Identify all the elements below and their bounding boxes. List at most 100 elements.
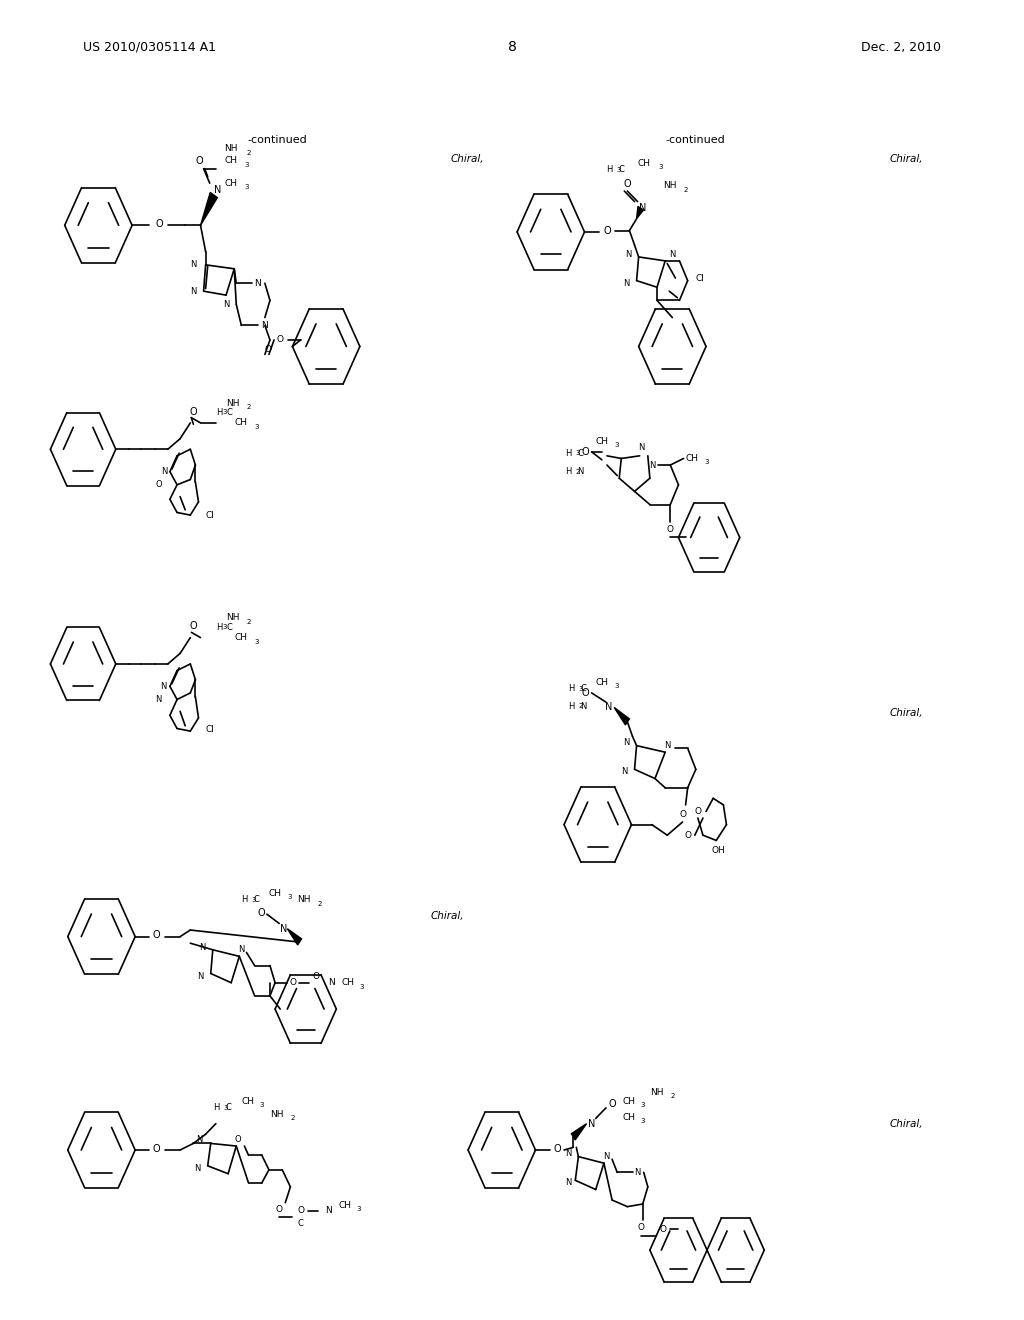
Text: CH: CH [686, 454, 698, 463]
Text: 2: 2 [247, 150, 251, 156]
Text: N: N [280, 924, 287, 933]
Text: H: H [213, 1104, 219, 1113]
Text: Chiral,: Chiral, [890, 1118, 924, 1129]
Text: N: N [639, 444, 645, 453]
Text: O: O [624, 180, 631, 190]
Text: 3: 3 [223, 1105, 227, 1111]
Text: 3: 3 [222, 624, 226, 630]
Text: N: N [603, 1152, 609, 1162]
Text: H: H [242, 895, 248, 904]
Text: N: N [198, 972, 204, 981]
Text: N: N [669, 249, 676, 259]
Text: 2: 2 [247, 404, 251, 411]
Text: O: O [637, 1224, 644, 1233]
Polygon shape [614, 708, 630, 725]
Text: O: O [684, 830, 691, 840]
Text: CH: CH [596, 437, 608, 446]
Text: Chiral,: Chiral, [451, 154, 484, 165]
Text: Chiral,: Chiral, [890, 154, 924, 165]
Text: H: H [216, 408, 222, 417]
Text: -continued: -continued [247, 135, 307, 145]
Text: N: N [588, 1118, 595, 1129]
Text: O: O [553, 1143, 561, 1154]
Text: O: O [608, 1100, 615, 1109]
Text: C: C [618, 165, 625, 174]
Text: N: N [624, 738, 630, 747]
Text: Cl: Cl [696, 273, 705, 282]
Text: CH: CH [269, 888, 282, 898]
Text: N: N [214, 185, 221, 195]
Text: N: N [223, 300, 229, 309]
Text: N: N [190, 286, 197, 296]
Text: CH: CH [623, 1097, 635, 1106]
Polygon shape [288, 929, 301, 945]
Text: H: H [565, 449, 571, 458]
Text: O: O [189, 620, 198, 631]
Text: H: H [568, 685, 574, 693]
Text: O: O [659, 1225, 667, 1233]
Text: N: N [197, 1135, 203, 1144]
Text: O: O [667, 525, 674, 535]
Text: C: C [225, 1104, 231, 1113]
Text: O: O [312, 972, 319, 981]
Text: 8: 8 [508, 41, 516, 54]
Text: 3: 3 [614, 684, 618, 689]
Text: O: O [156, 219, 164, 228]
Text: N: N [156, 696, 162, 704]
Text: CH: CH [338, 1201, 351, 1210]
Text: NH: NH [226, 399, 240, 408]
Text: O: O [694, 807, 701, 816]
Text: OH: OH [712, 846, 725, 855]
Text: 3: 3 [641, 1102, 645, 1109]
Text: O: O [276, 335, 284, 345]
Text: 2: 2 [575, 469, 580, 475]
Text: O: O [582, 688, 590, 698]
Text: 3: 3 [255, 424, 259, 430]
Text: 3: 3 [255, 639, 259, 644]
Text: O: O [582, 447, 590, 457]
Text: N: N [261, 321, 268, 330]
Text: C: C [226, 408, 231, 417]
Text: 3: 3 [575, 450, 580, 457]
Polygon shape [571, 1123, 587, 1140]
Text: N: N [624, 279, 630, 288]
Text: CH: CH [341, 978, 354, 987]
Text: 2: 2 [579, 704, 583, 709]
Text: 2: 2 [291, 1115, 295, 1122]
Text: C: C [254, 895, 260, 904]
Polygon shape [201, 193, 217, 226]
Text: N: N [649, 461, 655, 470]
Text: N: N [190, 260, 197, 269]
Text: O: O [603, 226, 610, 235]
Text: Chiral,: Chiral, [890, 708, 924, 718]
Text: O: O [234, 1135, 242, 1144]
Text: 3: 3 [616, 168, 621, 173]
Text: H: H [216, 623, 222, 631]
Text: O: O [153, 931, 161, 940]
Text: CH: CH [224, 178, 237, 187]
Text: 3: 3 [641, 1118, 645, 1125]
Text: 3: 3 [703, 459, 709, 466]
Text: O: O [275, 1205, 283, 1214]
Text: CH: CH [242, 1097, 254, 1106]
Text: CH: CH [234, 634, 247, 642]
Text: NH: NH [224, 144, 238, 153]
Text: 3: 3 [359, 983, 365, 990]
Text: N: N [254, 279, 261, 288]
Text: N: N [639, 203, 646, 214]
Text: 2: 2 [318, 900, 323, 907]
Text: O: O [258, 908, 265, 917]
Text: H: H [568, 702, 574, 710]
Text: N: N [200, 942, 206, 952]
Polygon shape [637, 206, 643, 219]
Text: NH: NH [270, 1110, 284, 1119]
Text: US 2010/0305114 A1: US 2010/0305114 A1 [83, 41, 216, 54]
Text: 2: 2 [247, 619, 251, 624]
Text: N: N [581, 702, 587, 710]
Text: O: O [196, 156, 204, 166]
Text: N: N [328, 978, 335, 987]
Text: Cl: Cl [206, 511, 214, 520]
Text: N: N [565, 1179, 571, 1188]
Text: 3: 3 [222, 409, 226, 416]
Text: NH: NH [226, 614, 240, 622]
